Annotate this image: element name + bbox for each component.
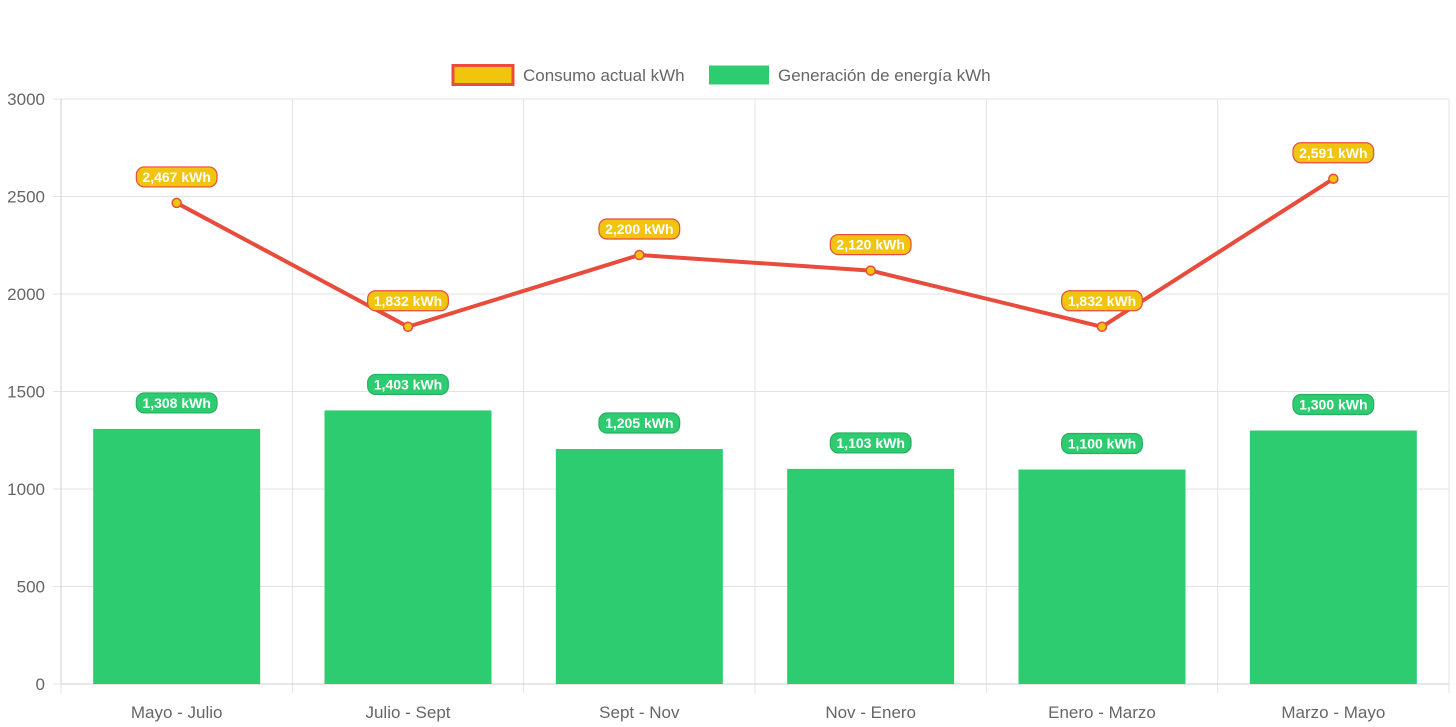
- consumption-data-label-bg: [1061, 290, 1143, 312]
- consumption-point[interactable]: [634, 249, 645, 261]
- consumption-data-label: 1,832 kWh: [1068, 293, 1136, 309]
- data-labels: 1,308 kWh 1,403 kWh 1,205 kWh 1,103 kWh 1,10…: [135, 142, 1375, 455]
- generation-data-label: 1,100 kWh: [1068, 436, 1136, 452]
- generation-bar[interactable]: [1018, 469, 1186, 685]
- x-tick-label: Mayo - Julio: [131, 703, 223, 722]
- y-tick-label: 3000: [7, 90, 45, 109]
- generation-data-label: 1,103 kWh: [836, 435, 904, 451]
- generation-bar[interactable]: [787, 468, 955, 684]
- consumption-point[interactable]: [1096, 321, 1108, 333]
- y-tick-label: 0: [36, 675, 45, 694]
- x-tick-label: Sept - Nov: [599, 703, 680, 722]
- y-tick-label: 2500: [7, 188, 45, 207]
- legend-swatch-generacion[interactable]: [709, 65, 769, 85]
- generation-bar[interactable]: [555, 449, 723, 684]
- consumption-point[interactable]: [402, 321, 414, 333]
- y-tick-label: 1000: [7, 480, 45, 499]
- y-tick-label: 2000: [7, 285, 45, 304]
- generation-data-label-bg: [829, 432, 912, 454]
- legend: Consumo actual kWh Generación de energía…: [451, 64, 991, 86]
- consumption-data-label-bg: [598, 218, 681, 240]
- generation-data-label-bg: [135, 392, 218, 414]
- consumption-data-label: 1,832 kWh: [374, 293, 442, 309]
- consumption-data-label: 2,200 kWh: [605, 221, 673, 237]
- consumption-data-label: 2,467 kWh: [142, 169, 210, 185]
- x-tick-label: Nov - Enero: [825, 703, 916, 722]
- generation-bar[interactable]: [324, 410, 492, 684]
- consumption-point[interactable]: [1328, 173, 1339, 185]
- generation-bar[interactable]: [93, 428, 261, 684]
- consumption-point[interactable]: [171, 197, 182, 209]
- x-tick-label: Julio - Sept: [365, 703, 450, 722]
- generation-bar[interactable]: [1249, 430, 1417, 685]
- generation-data-label-bg: [1292, 393, 1375, 416]
- x-tick-label: Enero - Marzo: [1048, 703, 1156, 722]
- consumption-data-label: 2,591 kWh: [1299, 145, 1367, 161]
- axes: 0 500 1000 1500 2000 2500 3000 Mayo - Julio Juli…: [7, 90, 1449, 722]
- consumption-data-label-bg: [829, 234, 912, 256]
- legend-swatch-consumo[interactable]: [451, 64, 515, 86]
- generation-bars: [93, 410, 1417, 684]
- consumption-data-label-bg: [1292, 142, 1375, 164]
- consumption-point[interactable]: [865, 265, 876, 276]
- generation-data-label: 1,308 kWh: [142, 395, 210, 411]
- generation-data-label-bg: [598, 412, 681, 434]
- generation-data-label-bg: [1061, 432, 1143, 455]
- y-tick-label: 500: [17, 578, 45, 597]
- grid-lines: [53, 98, 1450, 693]
- consumption-data-label-bg: [135, 166, 218, 188]
- generation-data-label: 1,403 kWh: [374, 376, 442, 392]
- x-tick-label: Marzo - Mayo: [1281, 703, 1385, 722]
- consumption-data-label-bg: [367, 290, 449, 312]
- legend-label-generacion[interactable]: Generación de energía kWh: [778, 66, 991, 85]
- consumption-data-label: 2,120 kWh: [836, 237, 904, 253]
- generation-data-label: 1,205 kWh: [605, 415, 673, 431]
- y-tick-label: 1500: [7, 383, 45, 402]
- generation-data-label-bg: [367, 373, 449, 396]
- generation-data-label: 1,300 kWh: [1299, 397, 1367, 413]
- legend-label-consumo[interactable]: Consumo actual kWh: [523, 66, 685, 85]
